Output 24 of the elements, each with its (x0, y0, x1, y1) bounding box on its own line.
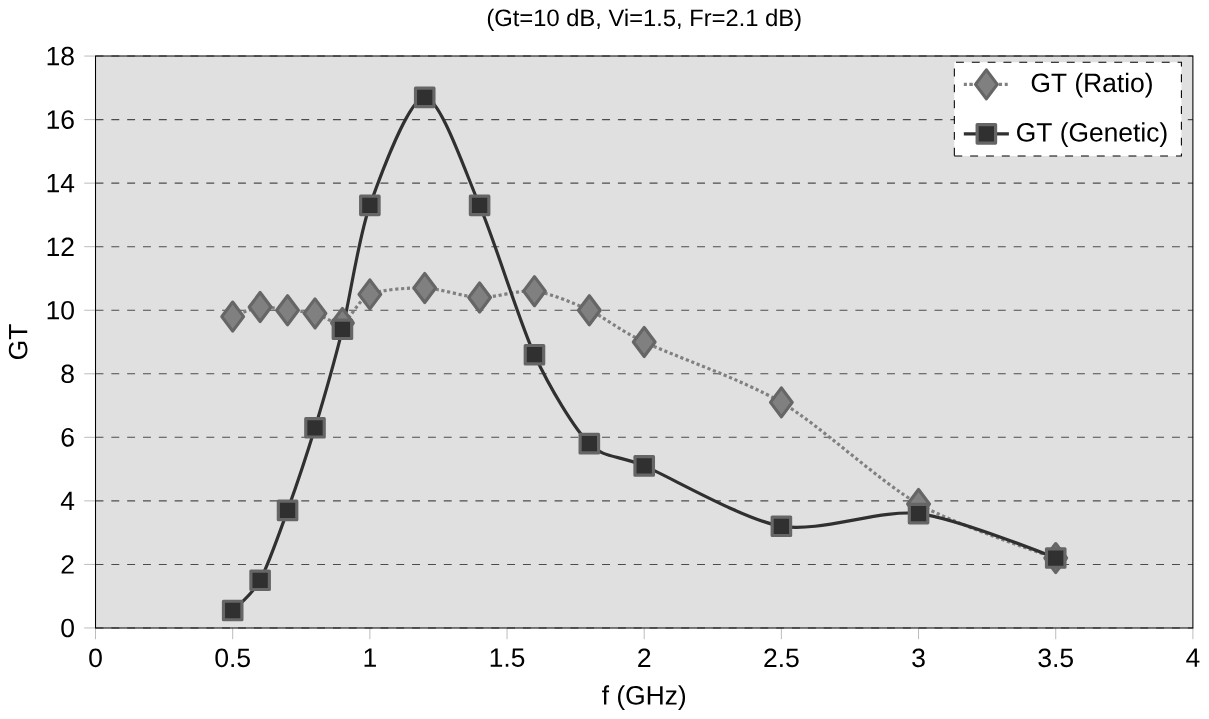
y-tick-label: 8 (61, 364, 74, 384)
y-tick-label: 16 (47, 110, 74, 130)
x-tick-label: 3.5 (1038, 648, 1073, 668)
y-tick-label: 4 (60, 491, 75, 511)
legend-label: GT (Genetic) (1017, 122, 1167, 148)
y-tick-label: 6 (61, 428, 74, 447)
y-tick-label: 12 (47, 237, 74, 257)
x-tick-label: 3 (912, 648, 925, 668)
x-tick-label: 2 (638, 648, 651, 668)
y-tick-label: 2 (61, 555, 74, 574)
y-tick-label: 10 (47, 301, 74, 320)
legend-label: GT (Ratio) (1031, 72, 1152, 98)
x-tick-label: 4 (1186, 648, 1200, 667)
x-tick-label: 1.5 (490, 648, 525, 668)
x-tick-label: 2.5 (764, 648, 799, 668)
x-tick-label: 0 (89, 648, 102, 668)
y-tick-label: 14 (47, 174, 75, 193)
chart-title: (Gt=10 dB, Vi=1.5, Fr=2.1 dB) (487, 8, 801, 32)
y-axis-title: GT (8, 324, 28, 360)
x-tick-label: 0.5 (215, 648, 250, 668)
x-tick-label: 1 (364, 648, 376, 667)
y-tick-label: 0 (61, 618, 74, 638)
x-axis-title: f (GHz) (602, 685, 686, 711)
y-tick-label: 18 (47, 46, 74, 66)
